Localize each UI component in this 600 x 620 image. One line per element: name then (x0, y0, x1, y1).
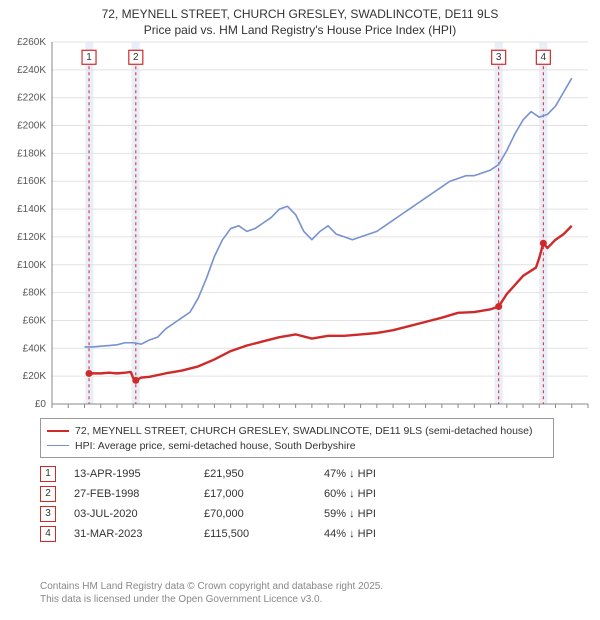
legend-swatch (47, 445, 69, 446)
event-marker-number: 1 (86, 52, 92, 63)
y-axis-label: £240K (17, 65, 46, 76)
event-row: 1 13-APR-1995£21,95047% ↓ HPI (40, 464, 386, 484)
legend-label: HPI: Average price, semi-detached house,… (75, 440, 356, 452)
legend-swatch (47, 430, 69, 432)
attribution-footer: Contains HM Land Registry data © Crown c… (40, 580, 383, 606)
series-price_paid-point (86, 370, 93, 377)
event-marker-number: 3 (496, 52, 502, 63)
y-axis-label: £40K (23, 343, 47, 354)
y-axis-label: £200K (17, 121, 46, 132)
line-chart: £0 £20K £40K £60K £80K £100K £120K £140K £160K £1… (0, 0, 600, 410)
event-row: 4 31-MAR-2023£115,50044% ↓ HPI (40, 524, 386, 544)
event-marker-box: 3 (40, 506, 56, 522)
event-row: 3 03-JUL-2020£70,00059% ↓ HPI (40, 504, 386, 524)
y-axis-label: £80K (23, 288, 47, 299)
event-date: 03-JUL-2020 (74, 504, 204, 524)
event-date: 31-MAR-2023 (74, 524, 204, 544)
event-price: £115,500 (204, 524, 324, 544)
y-axis-label: £180K (17, 148, 46, 159)
footer-line-2: This data is licensed under the Open Gov… (40, 593, 383, 606)
event-date: 27-FEB-1998 (74, 484, 204, 504)
event-delta: 59% ↓ HPI (324, 504, 386, 524)
series-price_paid-point (132, 377, 139, 384)
event-price: £21,950 (204, 464, 324, 484)
event-price: £17,000 (204, 484, 324, 504)
event-row: 2 27-FEB-1998£17,00060% ↓ HPI (40, 484, 386, 504)
y-axis-label: £100K (17, 260, 46, 271)
event-marker-number: 4 (541, 52, 547, 63)
series-price_paid-point (495, 303, 502, 310)
event-marker-number: 2 (133, 52, 139, 63)
sale-events-table: 1 13-APR-1995£21,95047% ↓ HPI 2 27-FEB-1998… (40, 464, 386, 544)
y-axis-label: £140K (17, 204, 46, 215)
event-marker-box: 2 (40, 486, 56, 502)
y-axis-label: £120K (17, 232, 46, 243)
y-axis-label: £260K (17, 37, 46, 48)
series-price_paid-point (540, 240, 547, 247)
y-axis-label: £220K (17, 93, 46, 104)
event-delta: 44% ↓ HPI (324, 524, 386, 544)
event-date: 13-APR-1995 (74, 464, 204, 484)
y-axis-label: £20K (23, 371, 47, 382)
footer-line-1: Contains HM Land Registry data © Crown c… (40, 580, 383, 593)
chart-legend: 72, MEYNELL STREET, CHURCH GRESLEY, SWAD… (40, 418, 554, 458)
legend-item: 72, MEYNELL STREET, CHURCH GRESLEY, SWAD… (47, 423, 547, 438)
event-price: £70,000 (204, 504, 324, 524)
y-axis-label: £160K (17, 176, 46, 187)
legend-label: 72, MEYNELL STREET, CHURCH GRESLEY, SWAD… (75, 425, 533, 437)
event-delta: 47% ↓ HPI (324, 464, 386, 484)
y-axis-label: £60K (23, 315, 47, 326)
event-marker-box: 1 (40, 466, 56, 482)
event-marker-box: 4 (40, 526, 56, 542)
y-axis-label: £0 (35, 399, 47, 410)
event-delta: 60% ↓ HPI (324, 484, 386, 504)
legend-item: HPI: Average price, semi-detached house,… (47, 438, 547, 453)
